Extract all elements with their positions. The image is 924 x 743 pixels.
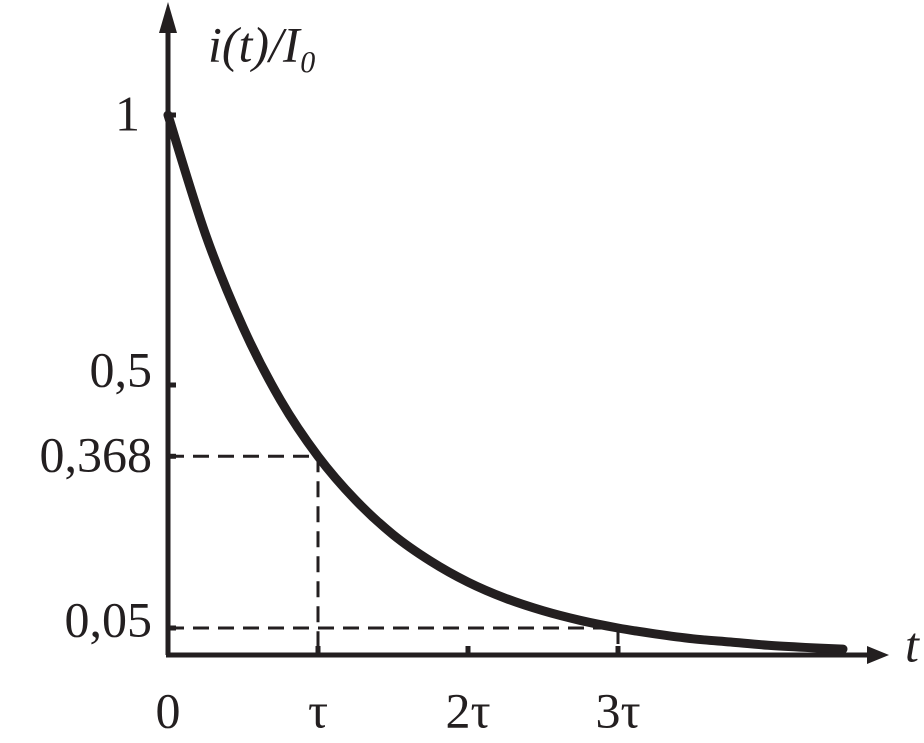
- y-axis-label: i(t)/I₀: [208, 16, 317, 72]
- y-tick-label: 0,05: [65, 591, 153, 647]
- guide-line: [168, 626, 620, 655]
- x-axis-arrow: [867, 646, 889, 664]
- x-axis-label: t: [905, 616, 920, 672]
- guide-line: [168, 454, 320, 655]
- x-tick-label: τ: [308, 682, 328, 738]
- y-tick-label: 0,5: [90, 341, 153, 397]
- y-tick-label: 0,368: [40, 427, 153, 483]
- x-tick-label: 2τ: [445, 682, 490, 738]
- x-tick-label: 3τ: [595, 682, 640, 738]
- y-tick-label: 1: [115, 85, 140, 141]
- curve: [163, 110, 848, 654]
- x-tick-label: 0: [156, 682, 181, 738]
- y-axis-arrow: [159, 2, 177, 33]
